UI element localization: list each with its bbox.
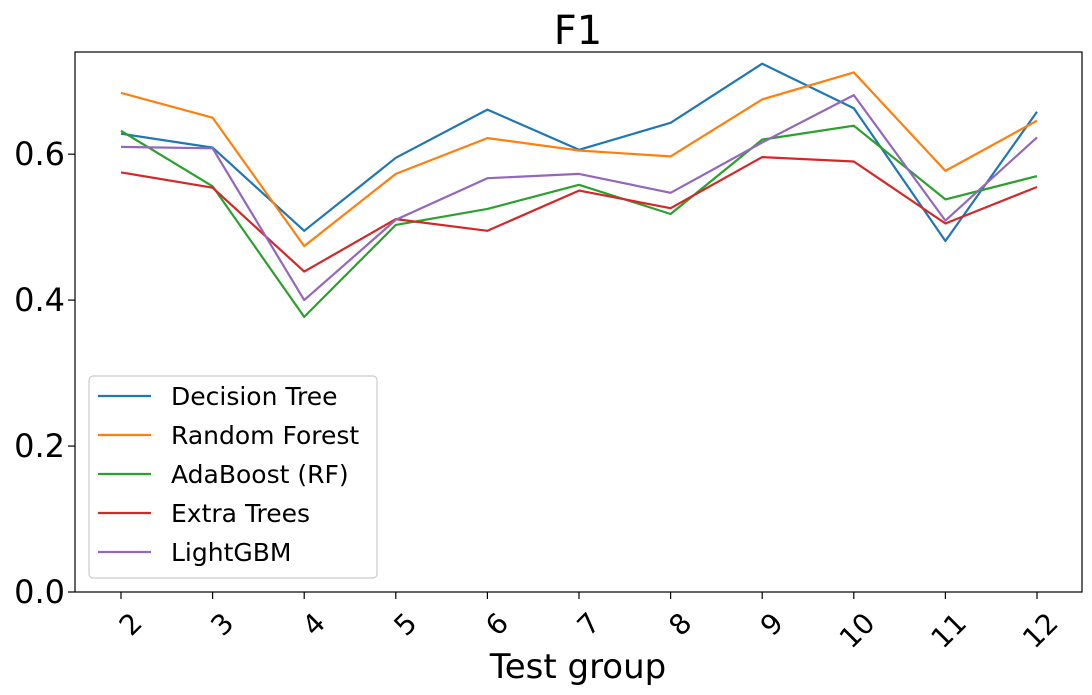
series-line-1 [120,71,1038,248]
series-layer [120,62,1038,318]
legend: Decision Tree Random Forest AdaBoost (RF) E… [88,375,378,579]
y-tick-label: 0.0 [14,573,65,611]
y-tick-label: 0.6 [14,135,65,173]
y-tick-label: 0.2 [14,427,65,465]
series-line-0 [120,62,1038,243]
y-tick-label: 0.4 [14,281,65,319]
legend-label: AdaBoost (RF) [171,460,349,489]
legend-box [88,375,378,579]
series-line-2 [120,124,1038,318]
x-tick-label: 11 [925,606,974,655]
legend-label: Random Forest [171,421,359,450]
legend-label: Decision Tree [171,382,337,411]
x-tick-label: 3 [204,606,240,642]
x-axis-label: Test group [489,647,667,687]
x-tick-label: 12 [1016,606,1065,655]
x-tick-label: 10 [833,606,882,655]
x-tick-label: 6 [479,606,515,642]
x-tick-label: 8 [662,606,698,642]
x-tick-label: 7 [571,606,607,642]
x-tick-label: 2 [113,606,149,642]
x-tick-label: 4 [296,606,332,642]
series-line-4 [120,93,1038,302]
chart-title: F1 [554,8,602,54]
axes-layer: 0.0 0.2 0.4 0.6 2 3 4 5 6 7 8 9 10 11 12 [14,51,1083,655]
legend-label: Extra Trees [171,499,310,528]
x-tick-label: 9 [754,606,790,642]
series-line-3 [120,156,1038,273]
legend-label: LightGBM [171,538,291,567]
x-tick-label: 5 [388,606,424,642]
